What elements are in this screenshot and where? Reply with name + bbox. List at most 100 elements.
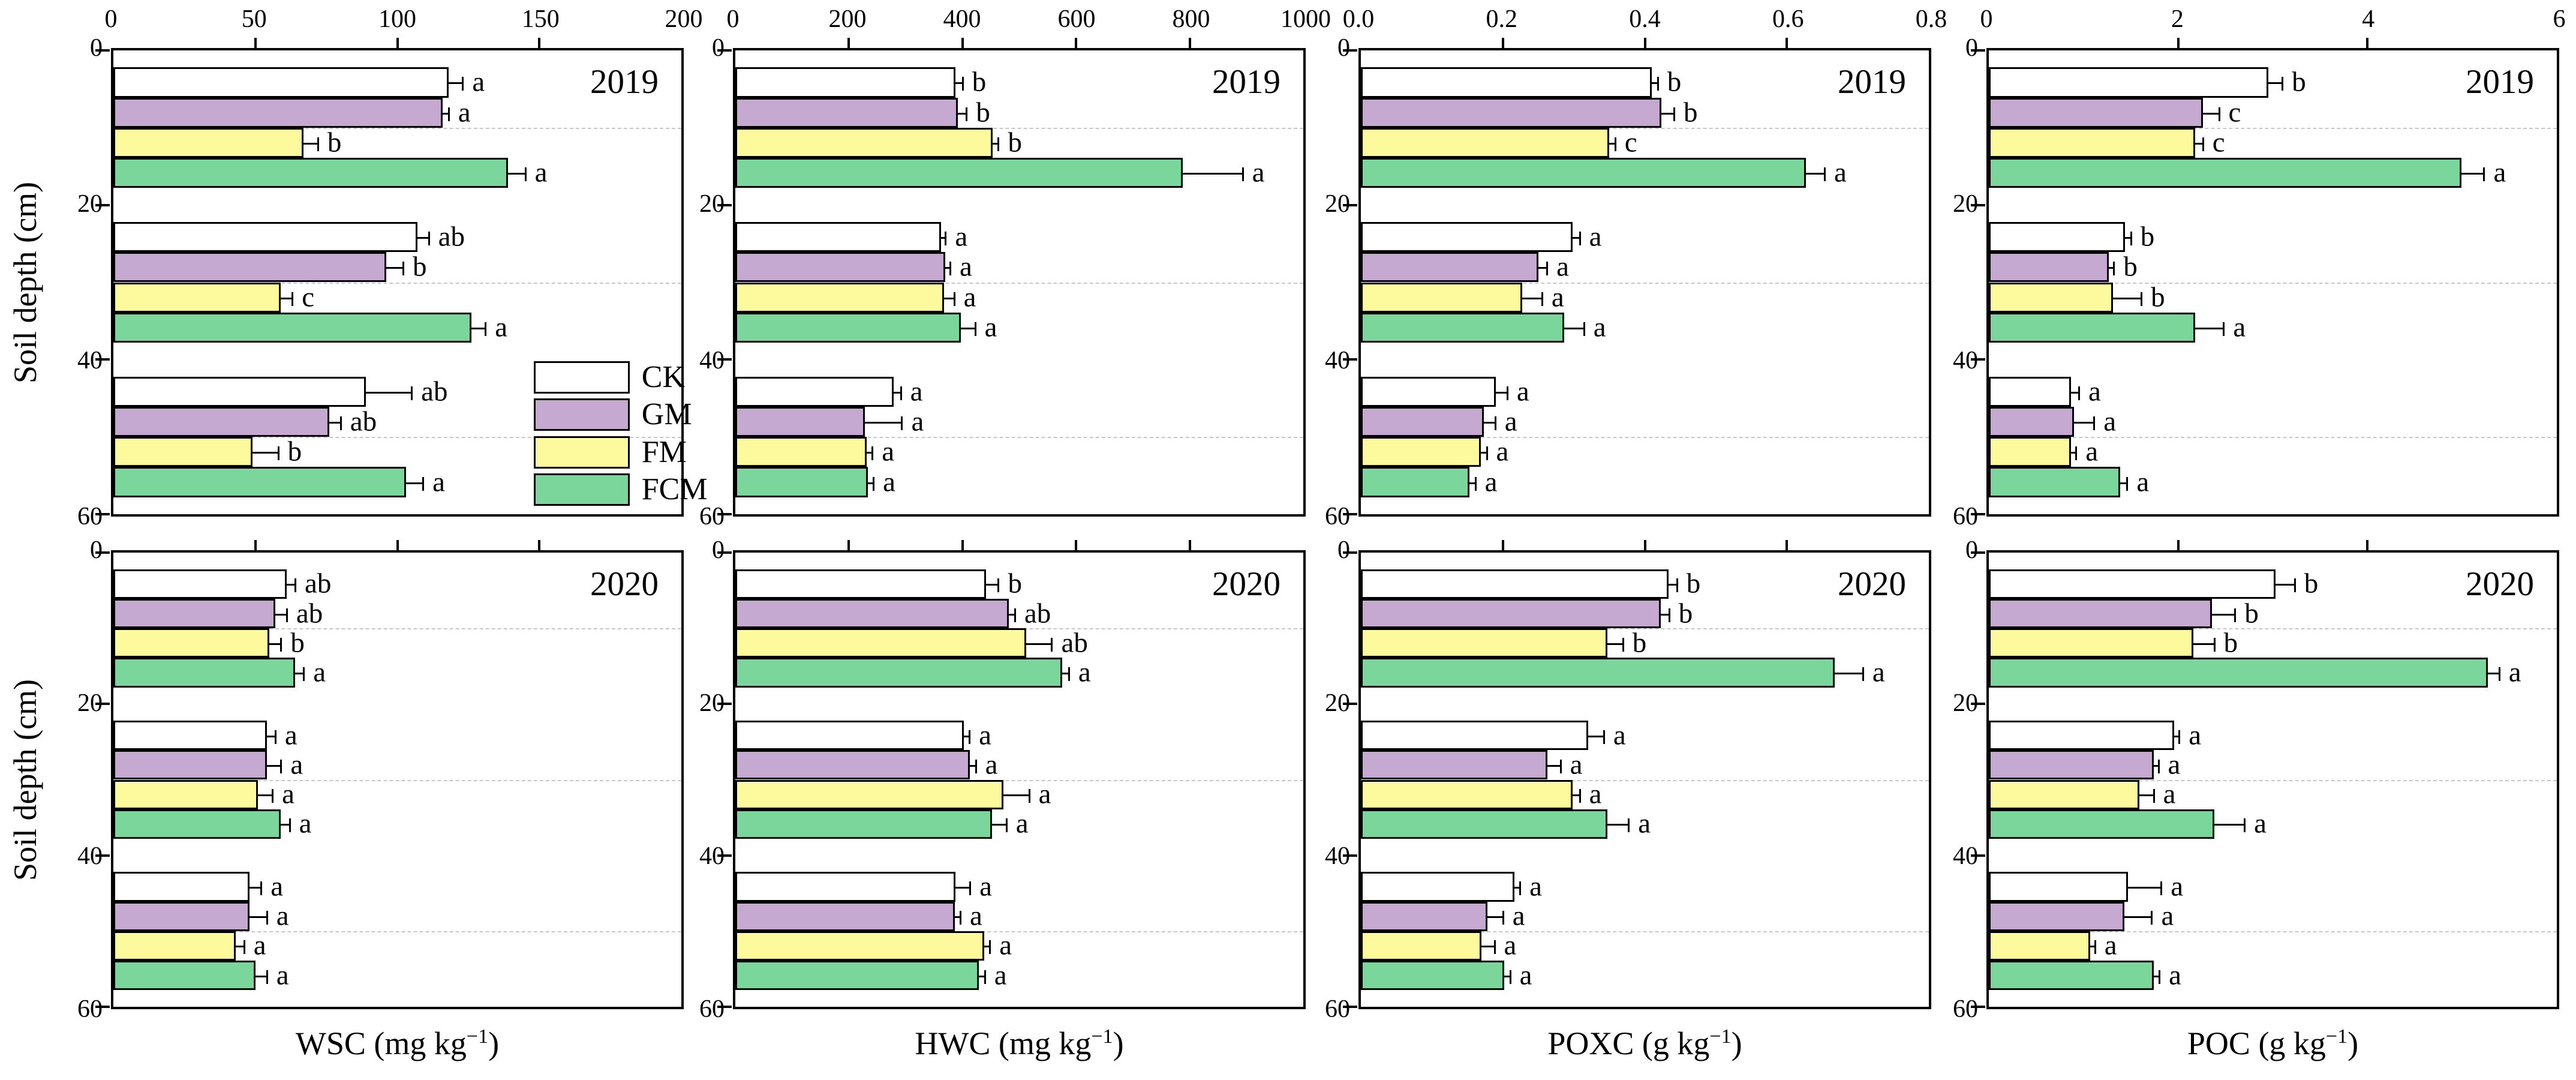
error-bar-cap <box>280 759 282 773</box>
sig-letter: a <box>276 959 289 991</box>
error-bar-cap <box>975 759 977 773</box>
error-bar <box>2195 137 2204 151</box>
bar-gm <box>113 750 267 780</box>
error-bar <box>985 578 1000 593</box>
sig-letter: a <box>984 311 997 343</box>
x-tick-label: 200 <box>828 5 867 33</box>
error-bar <box>2195 322 2225 336</box>
error-bar-cap <box>2218 107 2220 121</box>
y-axis-tick <box>95 513 110 515</box>
minor-gridline <box>735 127 1303 129</box>
y-axis-tick <box>1343 203 1357 206</box>
error-bar <box>2487 667 2500 681</box>
error-bar <box>1514 881 1522 896</box>
bar-ck <box>1361 569 1669 599</box>
bar-fm <box>113 127 304 158</box>
y-axis-tick <box>717 1006 732 1008</box>
year-label: 2020 <box>590 565 659 603</box>
bar-gm <box>1361 901 1487 931</box>
error-bar-cap <box>2157 759 2160 773</box>
top-axis-labels: 0.0 0.2 0.4 0.6 0.8 <box>1343 0 1947 48</box>
bar-fm <box>735 779 1003 809</box>
minor-gridline <box>1989 437 2557 439</box>
y-axis-tick <box>1343 358 1357 361</box>
y-axis-tick <box>1971 551 1985 554</box>
x-axis-title-close: ) <box>1731 1025 1742 1061</box>
error-bar-cap <box>411 386 413 400</box>
y-axis-tick <box>1343 513 1357 515</box>
y-tick-label: 40 <box>699 842 725 870</box>
x-axis-tick <box>1075 38 1078 48</box>
minor-gridline <box>1989 628 2557 630</box>
bar-fm <box>1989 127 2196 158</box>
bar-fcm <box>1989 158 2461 188</box>
bar-gm <box>1361 750 1548 780</box>
error-bar-cap <box>1028 789 1030 803</box>
bar-fcm <box>1361 312 1564 343</box>
error-bar <box>2139 789 2155 803</box>
error-bar <box>2174 730 2181 744</box>
error-bar <box>2071 386 2080 400</box>
sig-letter: a <box>1589 221 1602 253</box>
sig-letter: a <box>2169 959 2181 991</box>
legend-swatch-fm <box>533 436 630 469</box>
error-bar <box>1487 911 1504 925</box>
bar-fm <box>1989 779 2139 809</box>
sig-letter: ab <box>1024 598 1051 629</box>
y-tick-label: 0 <box>90 34 103 62</box>
sig-letter: a <box>2161 900 2174 932</box>
error-bar <box>1668 578 1678 593</box>
bar-gm <box>1361 252 1538 283</box>
sig-letter: a <box>1613 719 1626 751</box>
x-tick-label: 4 <box>2362 5 2375 33</box>
x-tick-label: 400 <box>943 5 981 33</box>
sig-letter: b <box>2304 568 2319 599</box>
y-tick-label: 60 <box>1325 995 1350 1023</box>
error-bar <box>2112 292 2143 306</box>
error-bar <box>963 730 971 744</box>
error-bar <box>960 322 976 336</box>
error-bar <box>2461 167 2485 182</box>
sig-letter: a <box>1516 376 1529 407</box>
error-bar <box>1652 77 1659 91</box>
bar-fcm <box>1361 961 1505 991</box>
bar-fcm <box>1989 809 2214 839</box>
sig-letter: a <box>1833 157 1847 188</box>
plot-panel-0-2019: 2019 a a b a ab b c a ab ab b a CK GM FM FCM <box>95 38 708 517</box>
error-bar-cap <box>2159 970 2161 984</box>
bar-ck <box>1989 872 2128 902</box>
bar-ck <box>735 376 894 407</box>
error-bar-cap <box>1474 476 1477 491</box>
error-bar <box>2268 77 2284 91</box>
minor-gridline <box>113 931 681 932</box>
x-axis-tick <box>396 540 399 550</box>
error-bar <box>269 637 282 652</box>
error-bar-cap <box>2130 232 2132 246</box>
bar-gm <box>1989 406 2075 437</box>
bar-gm <box>1361 598 1661 629</box>
error-bar-cap <box>2153 789 2155 803</box>
error-bar-cap <box>274 730 276 744</box>
sig-letter: b <box>1008 127 1022 158</box>
x-axis-title-superscript: −1 <box>1709 1025 1732 1048</box>
y-tick-label: 0 <box>712 34 725 62</box>
sig-letter: b <box>2223 627 2238 659</box>
y-tick-label: 20 <box>1953 689 1978 717</box>
error-bar-cap <box>260 881 263 896</box>
legend-swatch-ck <box>533 361 630 394</box>
bar-gm <box>1989 750 2154 780</box>
error-bar-cap <box>428 232 430 246</box>
error-bar <box>970 759 977 773</box>
error-bar-cap <box>2094 940 2096 955</box>
y-axis-tick <box>1343 703 1357 706</box>
x-tick-label: 0.4 <box>1629 5 1661 33</box>
sig-letter: a <box>999 929 1012 961</box>
x-tick-label: 150 <box>521 5 560 33</box>
bar-fm <box>113 282 281 313</box>
error-bar <box>386 262 404 276</box>
plot-panel-3-2020: 2020 b b b a a a a a a a a a <box>1971 540 2559 1009</box>
bar-fm <box>1361 127 1610 158</box>
error-bar <box>235 940 245 955</box>
error-bar-cap <box>989 940 991 955</box>
bar-ck <box>113 721 267 751</box>
